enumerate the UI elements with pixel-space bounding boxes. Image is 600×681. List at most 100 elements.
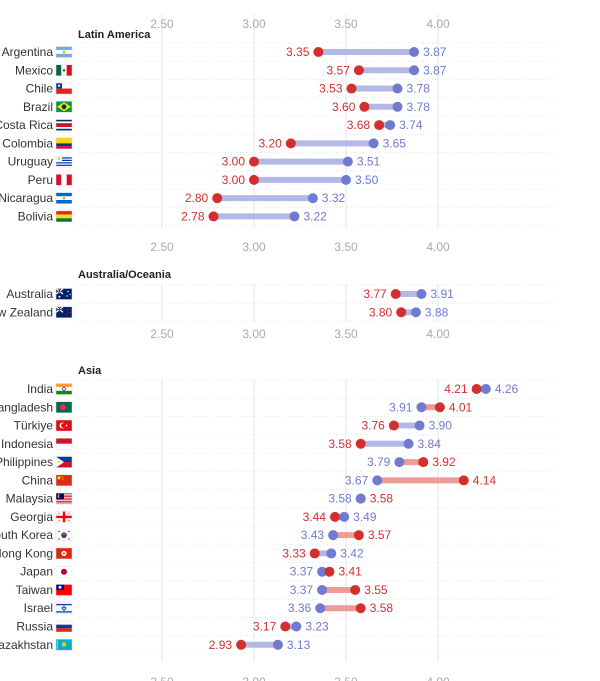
country-label: Nicaragua <box>0 191 53 205</box>
blue-value-label: 3.84 <box>418 437 442 451</box>
blue-dot <box>392 83 403 94</box>
blue-dot <box>414 420 425 431</box>
blue-value-label: 3.43 <box>301 528 325 542</box>
blue-value-label: 3.42 <box>340 546 364 560</box>
turkiye-flag <box>55 419 73 432</box>
india-flag <box>55 383 73 395</box>
row-russia: Russia 3.17 3.23 <box>16 620 329 634</box>
red-value-label: 3.00 <box>222 155 246 169</box>
red-value-label: 3.57 <box>368 528 392 542</box>
red-dot <box>350 584 361 595</box>
x-tick-label: 3.00 <box>242 240 266 254</box>
red-value-label: 3.53 <box>319 82 343 96</box>
x-tick-label: 4.00 <box>426 240 450 254</box>
x-tick-label: 3.00 <box>242 675 266 681</box>
row-hong-kong: Hong Kong 3.33 3.42 <box>0 546 364 560</box>
blue-value-label: 3.51 <box>357 155 381 169</box>
country-label: Japan <box>20 565 53 579</box>
country-label: Argentina <box>2 45 54 59</box>
red-dot <box>359 101 370 112</box>
row-india: India 4.21 4.26 <box>27 382 519 396</box>
new-zealand-flag <box>55 306 73 319</box>
country-label: Colombia <box>2 136 53 150</box>
mexico-flag <box>55 64 73 77</box>
blue-dot <box>342 156 353 167</box>
blue-dot <box>317 566 328 577</box>
red-value-label: 2.78 <box>181 209 205 223</box>
row-chile: Chile 3.53 3.78 <box>26 82 431 96</box>
red-value-label: 2.93 <box>209 638 233 652</box>
blue-dot <box>416 289 427 299</box>
red-dot <box>418 457 429 468</box>
red-dot <box>390 289 401 299</box>
red-dot <box>324 566 335 577</box>
country-label: New Zealand <box>0 305 53 319</box>
blue-value-label: 3.74 <box>399 118 423 132</box>
blue-dot <box>315 603 326 614</box>
country-label: Georgia <box>10 510 53 524</box>
panel-title: Australia/Oceania <box>78 269 172 281</box>
blue-dot <box>409 47 420 57</box>
row-bolivia: Bolivia 2.78 3.22 <box>18 209 328 223</box>
red-value-label: 3.68 <box>347 118 371 132</box>
red-dot <box>353 530 364 541</box>
indonesia-flag <box>55 438 73 450</box>
blue-value-label: 3.67 <box>345 473 369 487</box>
russia-flag <box>55 620 73 633</box>
blue-value-label: 3.78 <box>407 82 431 96</box>
red-value-label: 2.80 <box>185 191 209 205</box>
x-tick-top-label: 2.50 <box>150 17 174 31</box>
red-dot <box>346 83 357 94</box>
red-value-label: 3.92 <box>432 455 456 469</box>
red-dot <box>285 138 296 149</box>
row-israel: Israel 3.36 3.58 <box>24 601 394 615</box>
country-label: China <box>22 473 54 487</box>
country-label: Taiwan <box>16 583 53 597</box>
red-dot <box>355 603 366 614</box>
country-label: Bangladesh <box>0 400 53 414</box>
blue-value-label: 3.37 <box>290 583 314 597</box>
country-label: Peru <box>28 173 53 187</box>
country-label: Indonesia <box>1 437 53 451</box>
blue-value-label: 3.23 <box>305 620 329 634</box>
x-tick-label: 2.50 <box>150 675 174 681</box>
blue-dot <box>272 639 283 650</box>
country-label: Türkiye <box>14 419 54 433</box>
red-dot <box>355 438 366 449</box>
blue-value-label: 3.88 <box>425 305 449 319</box>
south-korea-flag <box>55 529 73 541</box>
blue-value-label: 3.32 <box>322 191 346 205</box>
peru-flag <box>55 174 73 186</box>
row-indonesia: Indonesia 3.58 3.84 <box>1 437 441 451</box>
red-value-label: 4.21 <box>444 382 468 396</box>
blue-dot <box>480 384 491 394</box>
row-new-zealand: New Zealand 3.80 3.88 <box>0 305 449 319</box>
malaysia-flag <box>55 492 73 505</box>
blue-value-label: 3.91 <box>389 400 413 414</box>
bangladesh-flag <box>55 401 73 414</box>
blue-value-label: 3.65 <box>383 136 407 150</box>
red-dot <box>396 307 407 318</box>
country-label: Costa Rica <box>0 118 53 132</box>
colombia-flag <box>55 137 73 150</box>
row-china: China 3.67 4.14 <box>22 473 497 487</box>
row-colombia: Colombia 3.20 3.65 <box>2 136 406 150</box>
blue-value-label: 3.91 <box>430 287 454 301</box>
country-label: Kazakhstan <box>0 638 53 652</box>
red-dot <box>212 193 223 204</box>
country-label: South Korea <box>0 528 53 542</box>
row-georgia: Georgia 3.44 3.49 <box>10 510 377 524</box>
row-brazil: Brazil 3.60 3.78 <box>23 100 430 114</box>
blue-value-label: 3.36 <box>288 601 312 615</box>
blue-value-label: 3.49 <box>353 510 377 524</box>
red-value-label: 3.58 <box>370 601 394 615</box>
country-label: Russia <box>16 620 53 634</box>
blue-dot <box>291 621 302 632</box>
x-tick-label: 4.00 <box>426 675 450 681</box>
chile-flag <box>55 82 73 95</box>
blue-dot <box>307 193 318 204</box>
red-value-label: 3.58 <box>370 492 394 506</box>
x-tick-top-label: 3.00 <box>242 17 266 31</box>
blue-dot <box>416 402 427 413</box>
panel-australia-oceania: 2.50 3.00 3.50 4.00 Australia/Oceania Austral… <box>0 269 555 341</box>
